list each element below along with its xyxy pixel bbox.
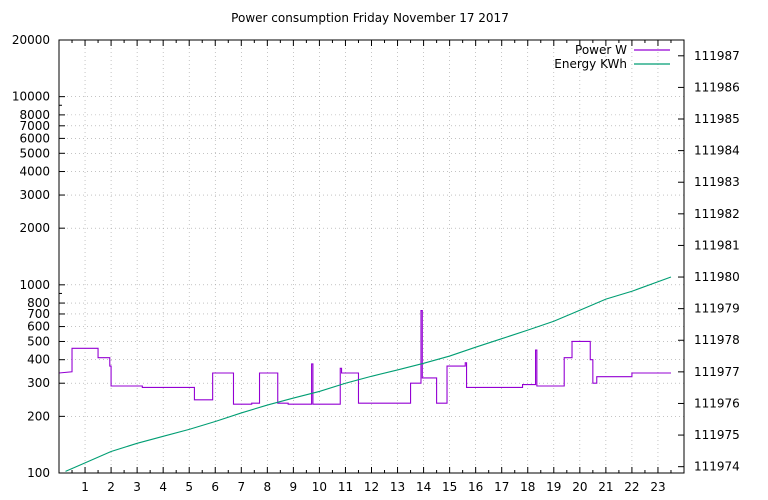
- x-tick-label: 14: [416, 480, 431, 494]
- y-right-tick-label: 111982: [694, 207, 740, 221]
- y-right-tick-label: 111976: [694, 396, 740, 410]
- x-tick-label: 17: [494, 480, 509, 494]
- y-right-tick-label: 111975: [694, 428, 740, 442]
- x-tick-label: 1: [81, 480, 89, 494]
- y-right-tick-label: 111984: [694, 144, 740, 158]
- y-right-tick-label: 111986: [694, 80, 740, 94]
- y-right-tick-label: 111980: [694, 270, 740, 284]
- y-right-tick-label: 111979: [694, 302, 740, 316]
- y-right-tick-label: 111987: [694, 49, 740, 63]
- series-group: [58, 276, 672, 472]
- y-right-tick-label: 111974: [694, 460, 740, 474]
- x-tick-label: 18: [520, 480, 535, 494]
- x-tick-label: 12: [364, 480, 379, 494]
- x-tick-label: 16: [468, 480, 483, 494]
- x-tick-label: 19: [546, 480, 561, 494]
- y-left-tick-label: 8000: [19, 108, 50, 122]
- legend: Power W Energy KWh: [554, 43, 670, 71]
- y-right-tick-label: 111977: [694, 365, 740, 379]
- y-left-tick-label: 7000: [19, 119, 50, 133]
- y-left-tick-label: 400: [27, 353, 50, 367]
- y-right-tick-label: 111983: [694, 175, 740, 189]
- x-tick-label: 11: [338, 480, 353, 494]
- y-left-tick-label: 2000: [19, 221, 50, 235]
- x-tick-label: 10: [312, 480, 327, 494]
- x-tick-label: 22: [624, 480, 639, 494]
- y-left-tick-label: 10000: [12, 90, 50, 104]
- x-tick-label: 23: [650, 480, 665, 494]
- y-left-tick-label: 600: [27, 320, 50, 334]
- x-tick-label: 7: [237, 480, 245, 494]
- x-tick-label: 20: [572, 480, 587, 494]
- y-right-tick-label: 111978: [694, 333, 740, 347]
- y-right-tick-label: 111985: [694, 112, 740, 126]
- y-left-tick-label: 5000: [19, 146, 50, 160]
- x-tick-label: 6: [211, 480, 219, 494]
- chart-title: Power consumption Friday November 17 201…: [231, 11, 509, 25]
- y-left-tick-label: 100: [27, 466, 50, 480]
- x-tick-label: 4: [159, 480, 167, 494]
- x-tick-label: 13: [390, 480, 405, 494]
- x-tick-label: 5: [185, 480, 193, 494]
- x-tick-label: 21: [598, 480, 613, 494]
- legend-label-energy: Energy KWh: [554, 57, 627, 71]
- y-left-tick-label: 500: [27, 334, 50, 348]
- y-right-tick-label: 111981: [694, 238, 740, 252]
- series-line-power: [58, 309, 671, 405]
- y-left-tick-label: 20000: [12, 33, 50, 47]
- y-left-tick-label: 300: [27, 376, 50, 390]
- y-left-tick-label: 1000: [19, 278, 50, 292]
- x-tick-label: 8: [264, 480, 272, 494]
- y-left-tick-label: 200: [27, 409, 50, 423]
- x-tick-label: 2: [107, 480, 115, 494]
- y-axis-right: 111974 111975 111976 111977 111978 111979 1119…: [678, 49, 740, 474]
- x-tick-label: 15: [442, 480, 457, 494]
- legend-label-power: Power W: [575, 43, 627, 57]
- x-tick-label: 3: [133, 480, 141, 494]
- y-left-tick-label: 4000: [19, 165, 50, 179]
- x-axis: 1 2 3 4 5 6 7 8 9 10 11 12 13 14 15 16 17 18 19 20 21 22 23: [71, 40, 672, 494]
- x-tick-label: 9: [290, 480, 298, 494]
- y-left-tick-label: 3000: [19, 188, 50, 202]
- grid-lines: [59, 39, 684, 474]
- y-left-tick-label: 700: [27, 307, 50, 321]
- y-left-tick-label: 800: [27, 296, 50, 310]
- y-left-tick-label: 6000: [19, 131, 50, 145]
- series-line-energy: [65, 276, 672, 472]
